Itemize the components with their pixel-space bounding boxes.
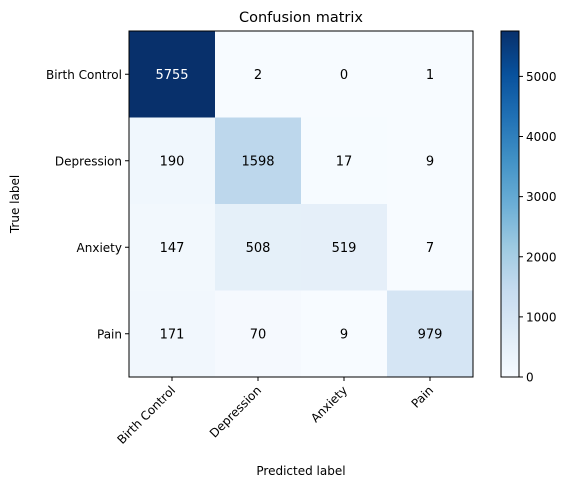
plot-frame bbox=[128, 30, 474, 378]
x-tick-label: Birth Control bbox=[114, 383, 178, 447]
heatmap-cell bbox=[387, 290, 474, 378]
cell-value-label: 17 bbox=[336, 154, 353, 169]
heatmap-cell bbox=[129, 204, 216, 291]
colorbar-tick-label: 2000 bbox=[526, 250, 557, 264]
heatmap-cell bbox=[387, 204, 474, 291]
cell-value-label: 979 bbox=[418, 327, 443, 342]
cell-value-label: 1 bbox=[426, 68, 434, 83]
cell-value-label: 0 bbox=[340, 68, 348, 83]
heatmap-cell bbox=[301, 204, 388, 291]
colorbar-tick-label: 3000 bbox=[526, 190, 557, 204]
heatmap-cell bbox=[301, 117, 388, 205]
y-axis-label: True label bbox=[8, 175, 22, 234]
heatmap-cell bbox=[215, 290, 302, 378]
colorbar-tick-label: 1000 bbox=[526, 310, 557, 324]
cell-value-label: 7 bbox=[426, 241, 434, 256]
cell-value-label: 5755 bbox=[155, 68, 188, 83]
heatmap-cell bbox=[387, 31, 474, 118]
heatmap-cell bbox=[129, 117, 216, 205]
heatmap-cell bbox=[129, 290, 216, 378]
heatmap-cell bbox=[301, 290, 388, 378]
heatmap-cell bbox=[215, 31, 302, 118]
heatmap-cell bbox=[215, 117, 302, 205]
colorbar bbox=[500, 30, 520, 378]
chart-title: Confusion matrix bbox=[239, 10, 363, 26]
heatmap-cell bbox=[129, 31, 216, 118]
heatmap-cell bbox=[215, 204, 302, 291]
cell-value-label: 171 bbox=[160, 327, 185, 342]
x-tick-label: Pain bbox=[409, 383, 437, 411]
x-axis-label: Predicted label bbox=[256, 464, 345, 478]
heatmap-cells bbox=[129, 31, 474, 378]
colorbar-tick-label: 5000 bbox=[526, 70, 557, 84]
x-axis-ticks: Birth Control Depression Anxiety Pain bbox=[114, 377, 436, 447]
cell-value-label: 2 bbox=[254, 68, 262, 83]
y-tick-label: Anxiety bbox=[77, 241, 122, 255]
cell-value-label: 190 bbox=[160, 154, 185, 169]
cell-value-label: 9 bbox=[426, 154, 434, 169]
colorbar-tick-label: 4000 bbox=[526, 130, 557, 144]
y-tick-label: Pain bbox=[97, 327, 122, 341]
colorbar-tick-label: 0 bbox=[526, 371, 534, 385]
cell-value-label: 519 bbox=[332, 241, 357, 256]
cell-value-labels: 5755 2 0 1 190 1598 17 9 147 508 519 7 171 70 9 979 bbox=[155, 68, 442, 343]
cell-value-label: 9 bbox=[340, 327, 348, 342]
colorbar-ticks: 0 1000 2000 3000 4000 5000 bbox=[519, 70, 557, 385]
x-tick-label: Anxiety bbox=[308, 383, 350, 425]
x-tick-label: Depression bbox=[207, 383, 264, 440]
y-axis-ticks: Birth Control Depression Anxiety Pain bbox=[46, 68, 129, 341]
heatmap-cell bbox=[301, 31, 388, 118]
cell-value-label: 508 bbox=[246, 241, 271, 256]
cell-value-label: 147 bbox=[160, 241, 185, 256]
y-tick-label: Depression bbox=[55, 154, 122, 168]
y-tick-label: Birth Control bbox=[46, 68, 122, 82]
heatmap-cell bbox=[387, 117, 474, 205]
cell-value-label: 70 bbox=[250, 327, 267, 342]
cell-value-label: 1598 bbox=[241, 154, 274, 169]
